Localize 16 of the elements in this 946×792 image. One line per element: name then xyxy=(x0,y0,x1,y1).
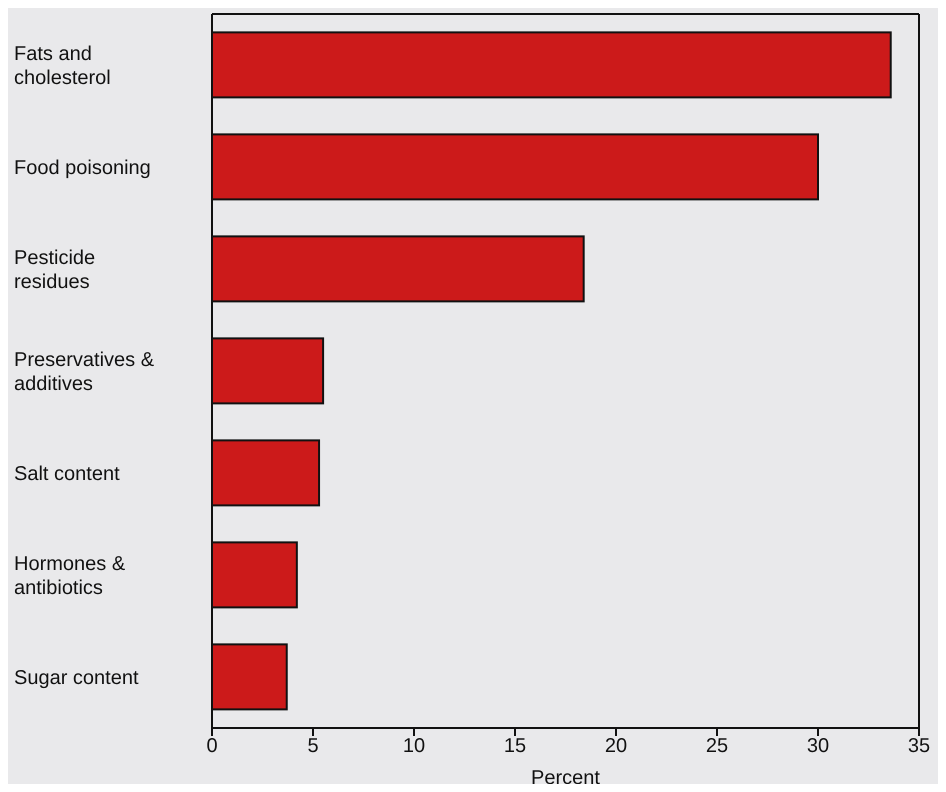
x-tick-label: 30 xyxy=(806,735,830,758)
y-tick-label: Preservatives & additives xyxy=(14,349,155,395)
x-tick-label: 25 xyxy=(706,735,728,758)
y-tick-label: Pesticide residues xyxy=(14,247,96,293)
x-tick-label: 20 xyxy=(604,735,628,758)
y-tick-label: Fats and cholesterol xyxy=(14,43,111,89)
x-tick-label: 15 xyxy=(504,735,526,758)
x-tick-label: 5 xyxy=(307,735,319,758)
x-tick-label: 0 xyxy=(206,735,218,758)
y-tick-label: Sugar content xyxy=(14,667,139,689)
y-tick-label: Food poisoning xyxy=(14,157,151,179)
x-tick-label: 35 xyxy=(908,735,930,758)
y-tick-label: Hormones & antibiotics xyxy=(14,553,126,599)
x-axis-title: Percent xyxy=(531,767,600,789)
x-tick-label: 10 xyxy=(402,735,426,758)
y-tick-label: Salt content xyxy=(14,463,120,485)
